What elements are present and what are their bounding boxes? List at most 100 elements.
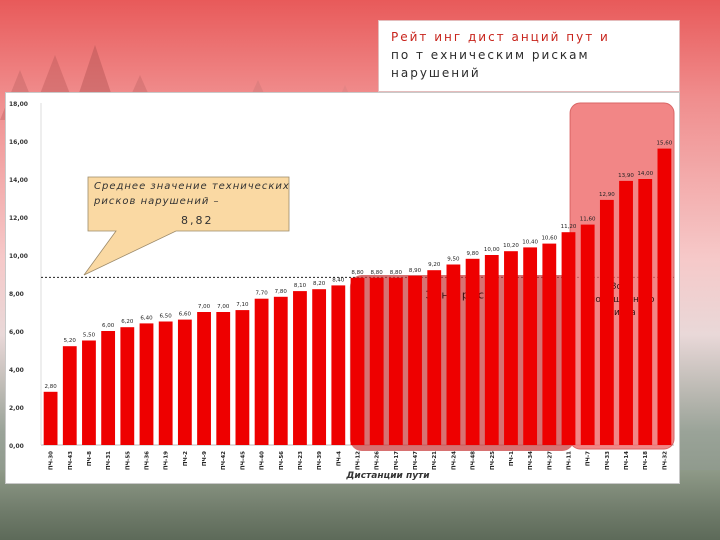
y-tick-label: 2,00 <box>9 405 24 412</box>
y-tick-label: 10,00 <box>9 253 28 260</box>
x-tick-label: ПЧ-40 <box>260 451 266 470</box>
chart-title: Рейт инг дист анций пут и по т ехнически… <box>391 28 671 82</box>
x-tick-label: ПЧ-8 <box>87 451 93 466</box>
bar-value-label: 9,20 <box>428 262 441 268</box>
x-axis-label: Дистанции пути <box>345 471 430 481</box>
bar-value-label: 8,80 <box>390 270 403 276</box>
callout-line-2: рисков нарушений – <box>93 196 220 207</box>
bar-ПЧ-42 <box>216 312 231 445</box>
bar-ПЧ-2 <box>177 319 192 445</box>
bar-value-label: 10,40 <box>522 239 538 245</box>
bar-ПЧ-55 <box>120 327 135 445</box>
x-tick-label: ПЧ-47 <box>413 451 419 470</box>
y-tick-label: 18,00 <box>9 101 28 108</box>
bar-ПЧ-39 <box>312 289 327 445</box>
x-tick-label: ПЧ-48 <box>471 451 477 470</box>
bar-ПЧ-40 <box>254 298 269 445</box>
bar-ПЧ-7 <box>580 224 595 445</box>
x-tick-label: ПЧ-9 <box>202 451 208 466</box>
bar-ПЧ-30 <box>43 391 58 445</box>
y-tick-label: 0,00 <box>9 443 24 450</box>
x-tick-label: ПЧ-26 <box>375 451 381 470</box>
bar-ПЧ-9 <box>197 312 211 445</box>
bar-ПЧ-45 <box>235 310 250 445</box>
x-tick-label: ПЧ-24 <box>451 451 457 470</box>
bar-value-label: 7,00 <box>198 304 211 310</box>
bar-value-label: 5,50 <box>83 333 96 339</box>
mean-callout-bubble <box>83 176 290 276</box>
risk-zone <box>349 274 575 451</box>
bar-value-label: 2,80 <box>44 384 57 390</box>
x-tick-label: ПЧ-56 <box>279 451 285 470</box>
y-tick-label: 4,00 <box>9 367 24 374</box>
x-tick-label: ПЧ-17 <box>394 451 400 470</box>
bar-value-label: 15,60 <box>657 141 673 147</box>
x-tick-label: ПЧ-23 <box>298 451 304 470</box>
x-tick-label: ПЧ-19 <box>164 451 170 470</box>
bar-ПЧ-34 <box>523 247 538 445</box>
bar-value-label: 10,00 <box>484 247 500 253</box>
x-tick-label: ПЧ-11 <box>567 451 573 470</box>
bar-ПЧ-11 <box>561 232 576 445</box>
bar-value-label: 9,50 <box>447 257 460 263</box>
bar-value-label: 6,40 <box>140 315 153 321</box>
chart-panel: Зона рискаЗонаповышенногориска 2,80ПЧ-30… <box>5 92 680 484</box>
x-tick-label: ПЧ-31 <box>106 451 112 470</box>
bar-value-label: 9,80 <box>466 251 479 257</box>
x-tick-label: ПЧ-14 <box>624 451 630 470</box>
bar-value-label: 5,20 <box>64 338 77 344</box>
x-tick-label: ПЧ-1 <box>509 451 515 466</box>
bar-value-label: 7,10 <box>236 302 249 308</box>
bar-value-label: 7,80 <box>275 289 288 295</box>
bar-ПЧ-14 <box>619 180 633 445</box>
bar-ПЧ-23 <box>293 291 307 445</box>
bar-value-label: 14,00 <box>637 171 653 177</box>
bar-ПЧ-27 <box>542 243 557 445</box>
bar-value-label: 8,10 <box>294 283 307 289</box>
bar-value-label: 11,20 <box>561 224 577 230</box>
bar-value-label: 8,90 <box>409 268 422 274</box>
bar-ПЧ-18 <box>638 179 653 445</box>
callout-mean-value: 8,82 <box>181 214 214 227</box>
bar-ПЧ-8 <box>82 340 96 445</box>
bar-value-label: 8,80 <box>351 270 364 276</box>
x-tick-label: ПЧ-30 <box>49 451 55 470</box>
bar-value-label: 7,70 <box>255 291 268 297</box>
bar-ПЧ-21 <box>427 270 442 445</box>
bar-ПЧ-12 <box>350 277 365 445</box>
bar-ПЧ-24 <box>446 264 461 445</box>
x-tick-label: ПЧ-43 <box>68 451 74 470</box>
bar-ПЧ-47 <box>408 275 422 445</box>
bar-value-label: 8,40 <box>332 277 345 283</box>
x-tick-label: ПЧ-34 <box>528 451 534 470</box>
x-tick-label: ПЧ-39 <box>317 451 323 470</box>
x-tick-label: ПЧ-55 <box>125 451 131 470</box>
x-tick-label: ПЧ-33 <box>605 451 611 470</box>
bar-ПЧ-56 <box>273 296 288 445</box>
y-tick-label: 14,00 <box>9 177 28 184</box>
bar-value-label: 6,60 <box>179 312 192 318</box>
y-tick-label: 12,00 <box>9 215 28 222</box>
x-tick-label: ПЧ-25 <box>490 451 496 470</box>
bar-ПЧ-36 <box>139 323 154 445</box>
title-line-1: Рейт инг дист анций пут и <box>391 30 610 44</box>
bar-value-label: 6,20 <box>121 319 134 325</box>
x-tick-label: ПЧ-45 <box>240 451 246 470</box>
bar-value-label: 8,20 <box>313 281 326 287</box>
bar-ПЧ-33 <box>599 199 614 445</box>
bar-ПЧ-17 <box>388 277 403 445</box>
x-tick-label: ПЧ-7 <box>586 451 592 466</box>
y-tick-label: 8,00 <box>9 291 24 298</box>
callout-line-1: Среднее значение технических <box>94 181 290 192</box>
x-tick-label: ПЧ-32 <box>662 451 668 470</box>
title-box: Рейт инг дист анций пут и по т ехнически… <box>378 20 680 92</box>
bar-value-label: 11,60 <box>580 217 596 223</box>
risk-zone-label: Зона риска <box>426 289 501 302</box>
bar-ПЧ-31 <box>101 331 116 445</box>
bar-value-label: 12,90 <box>599 192 615 198</box>
bar-ПЧ-26 <box>369 277 384 445</box>
bar-ПЧ-4 <box>331 285 346 445</box>
x-tick-label: ПЧ-36 <box>145 451 151 470</box>
bar-value-label: 6,50 <box>160 314 173 320</box>
y-tick-label: 6,00 <box>9 329 24 336</box>
